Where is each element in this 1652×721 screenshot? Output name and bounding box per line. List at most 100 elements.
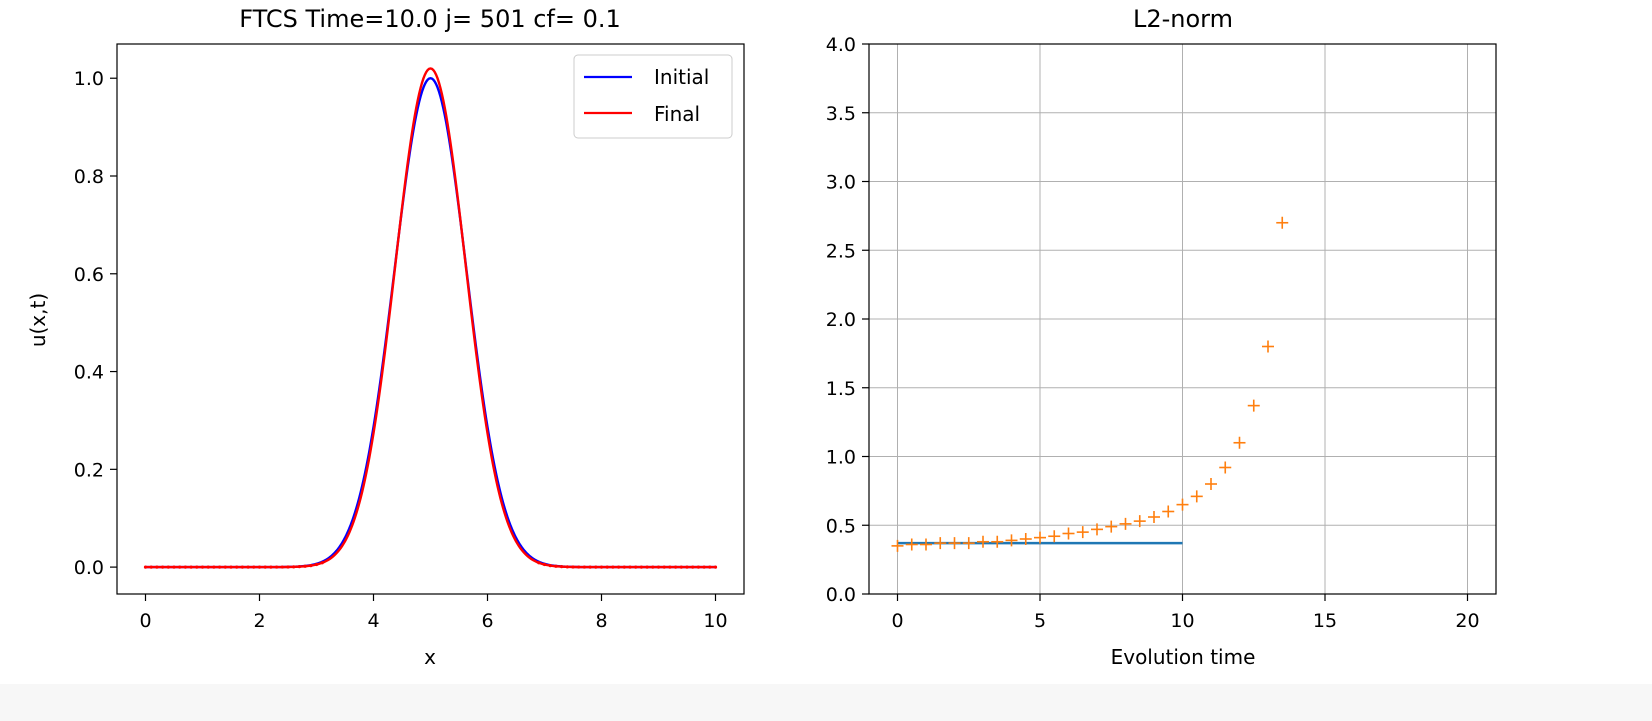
series-point-final [218, 565, 222, 569]
series-point-final [223, 565, 227, 569]
y-tick-label: 1.0 [74, 68, 104, 90]
series-point-final [639, 565, 644, 569]
y-tick-label: 1.0 [826, 447, 856, 469]
x-tick-label: 8 [595, 610, 607, 632]
series-point-final [542, 562, 547, 567]
series-point-final [577, 565, 581, 569]
series-point-final [685, 565, 689, 569]
plus-marker [1176, 498, 1189, 511]
series-point-final [155, 565, 159, 569]
series-point-final [599, 565, 604, 569]
plus-marker [1162, 505, 1175, 518]
bottom-strip [0, 684, 1652, 721]
series-point-final [149, 565, 153, 569]
series-point-final [605, 565, 609, 569]
legend-final-label: Final [654, 102, 700, 126]
plus-marker [1133, 515, 1146, 528]
series-point-final [195, 565, 199, 569]
series-point-final [143, 565, 148, 569]
x-tick-label: 6 [481, 610, 493, 632]
legend: Initial Final [573, 54, 733, 139]
x-tick-label: 4 [367, 610, 379, 632]
x-axis-ticks: 0 2 4 6 8 10 [139, 594, 728, 632]
chart-title: FTCS Time=10.0 j= 501 cf= 0.1 [239, 5, 621, 33]
series-point-final [320, 561, 324, 565]
series-point-final [229, 565, 233, 569]
plus-marker [1019, 533, 1032, 545]
series-point-final [617, 565, 621, 569]
y-tick-label: 3.5 [826, 103, 856, 125]
series-point-final [252, 565, 256, 569]
y-tick-label: 0.5 [826, 515, 856, 537]
plus-marker [1205, 478, 1217, 490]
y-tick-label: 0.6 [74, 264, 104, 286]
y-tick-label: 1.5 [826, 378, 856, 400]
chart-right: L2-norm 0 5 10 15 20 0.0 0.5 1.0 1.5 2.0 2.5 3.0 3.… [826, 5, 1497, 669]
series-point-final [240, 565, 244, 569]
series-point-final [594, 565, 598, 569]
figure-canvas: FTCS Time=10.0 j= 501 cf= 0.1 0 2 4 6 8 10 0.… [26, 5, 1497, 669]
series-point-final [172, 565, 176, 569]
series-point-final [662, 565, 666, 569]
series-point-final [702, 565, 706, 569]
x-tick-label: 10 [1170, 610, 1194, 632]
series-point-final [206, 565, 210, 569]
plus-marker [1233, 436, 1246, 449]
plus-marker [905, 538, 918, 551]
x-axis-label: Evolution time [1111, 645, 1256, 669]
y-tick-label: 3.0 [826, 172, 856, 194]
chart-left: FTCS Time=10.0 j= 501 cf= 0.1 0 2 4 6 8 10 0.… [26, 5, 745, 669]
plus-marker [1005, 534, 1018, 547]
series-point-final [588, 565, 592, 569]
series-point-final [297, 565, 301, 569]
y-tick-label: 0.4 [74, 362, 104, 384]
series-point-final [257, 565, 262, 569]
legend-box [573, 54, 733, 139]
series-point-final [708, 565, 712, 569]
series-point-final [178, 565, 182, 569]
x-tick-label: 10 [703, 610, 727, 632]
plus-marker [1105, 520, 1118, 533]
y-tick-label: 2.0 [826, 309, 856, 331]
plus-marker [1034, 531, 1046, 544]
series-point-final [303, 564, 307, 568]
series-point-final [554, 564, 558, 568]
series-point-final [246, 565, 250, 569]
x-tick-label: 0 [139, 610, 151, 632]
series-point-final [200, 565, 205, 569]
x-tick-label: 0 [891, 610, 903, 632]
y-tick-label: 0.0 [74, 557, 104, 579]
series-point-final [280, 565, 284, 569]
x-tick-label: 20 [1455, 610, 1479, 632]
series-point-final [314, 562, 319, 567]
series-point-final [634, 565, 638, 569]
plus-marker [1190, 490, 1203, 503]
series-point-final [679, 565, 683, 569]
y-axis-ticks: 0.0 0.2 0.4 0.6 0.8 1.0 [74, 68, 117, 579]
plus-marker [1119, 517, 1132, 530]
series-point-final [565, 565, 569, 569]
chart-title: L2-norm [1133, 5, 1233, 33]
series-point-final [263, 565, 267, 569]
series-point-final [189, 565, 193, 569]
series-point-final [286, 565, 290, 569]
series-point-final [161, 565, 165, 569]
y-tick-label: 0.8 [74, 166, 104, 188]
series-point-final [269, 565, 273, 569]
plus-marker [1091, 523, 1103, 536]
series-point-final [713, 565, 718, 569]
series-point-final [235, 565, 239, 569]
series-point-final [309, 563, 313, 568]
y-tick-label: 4.0 [826, 34, 856, 56]
plus-marker [948, 537, 961, 550]
series-point-final [582, 565, 587, 569]
plus-marker [1262, 340, 1274, 353]
plus-marker [1247, 399, 1260, 412]
plus-marker [977, 535, 989, 548]
plus-marker [991, 535, 1004, 548]
plus-marker [1148, 511, 1160, 523]
series-point-final [560, 565, 564, 569]
series-group [143, 67, 718, 569]
x-tick-label: 5 [1034, 610, 1046, 632]
series-point-final [691, 565, 695, 569]
